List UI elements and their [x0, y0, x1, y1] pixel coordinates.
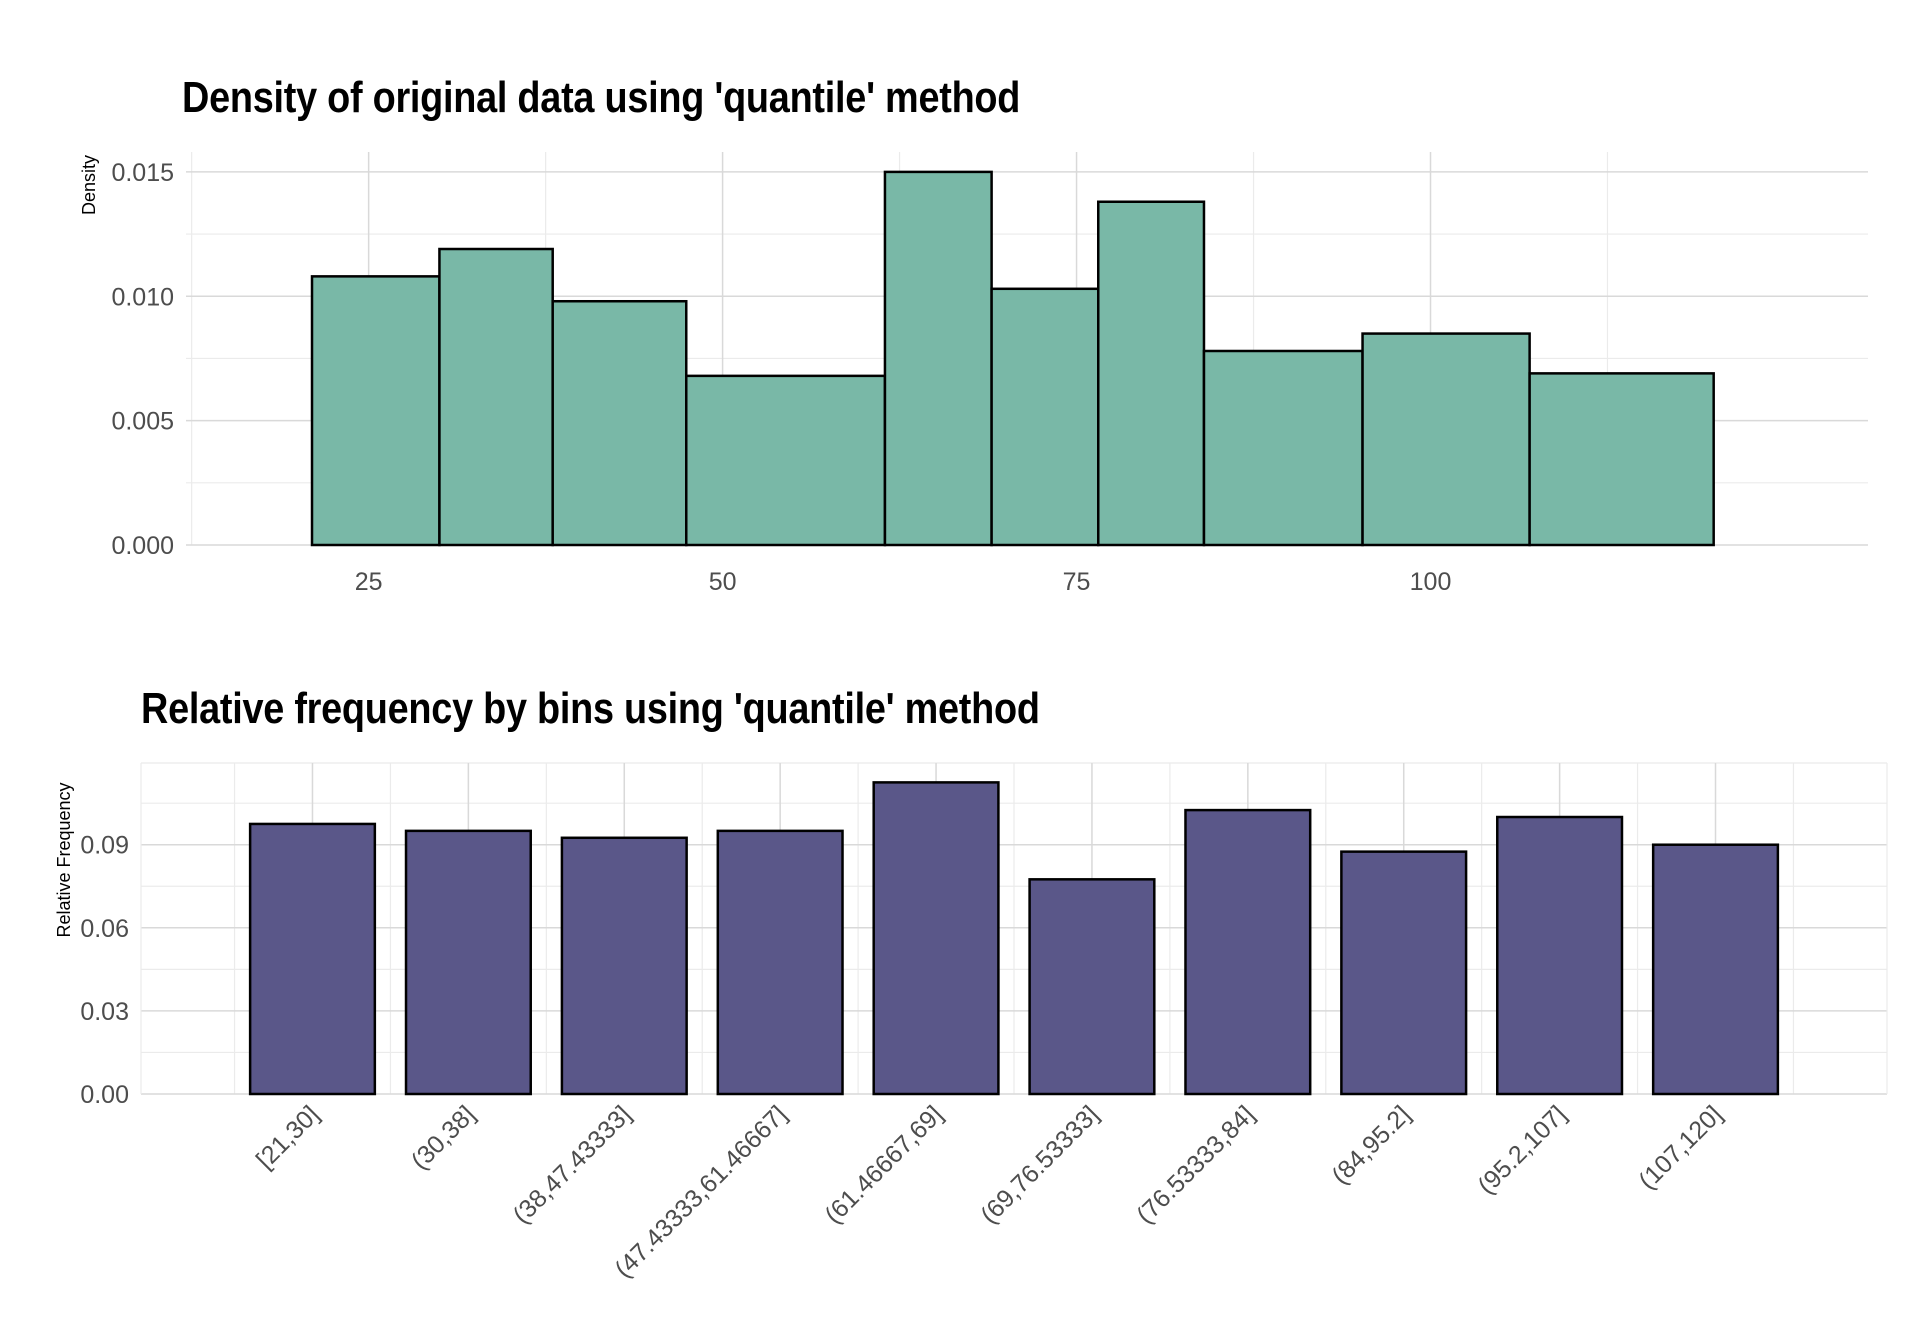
- histogram-bar: [1528, 372, 1715, 547]
- histogram-y-tick-label: 0.015: [111, 159, 174, 187]
- bar-chart-bar: [1496, 815, 1624, 1096]
- bar-chart-x-tick-label: (47.43333,61.46667]: [609, 1100, 792, 1283]
- bar-chart-bar: [1651, 843, 1780, 1096]
- histogram-bar: [310, 275, 441, 547]
- bar-chart-x-tick-label: (30,38]: [406, 1100, 481, 1175]
- bar-chart-y-tick-label: 0.03: [80, 998, 129, 1026]
- histogram-bar: [990, 287, 1100, 547]
- histogram-bar: [1202, 349, 1364, 547]
- bar-chart-bar: [404, 829, 532, 1096]
- bar-chart-title: Relative frequency by bins using 'quanti…: [141, 684, 1040, 733]
- histogram-x-tick-labels: 25 50 75 100: [355, 568, 1452, 596]
- histogram-bar: [551, 299, 688, 547]
- bar-chart-bar: [1340, 850, 1468, 1096]
- bar-chart-bar: [1028, 878, 1156, 1096]
- bar-chart-bar: [248, 822, 377, 1096]
- histogram-bar: [1361, 332, 1531, 547]
- histogram-x-tick-label: 100: [1410, 568, 1452, 596]
- histogram-y-tick-label: 0.005: [111, 408, 174, 436]
- histogram-y-tick-label: 0.000: [111, 532, 174, 560]
- bar-chart-x-tick-labels: [21,30] (30,38] (38,47.43333](47.43333,61.…: [251, 1100, 1728, 1283]
- bar-chart-y-tick-label: 0.09: [80, 832, 129, 860]
- bar-chart-y-tick-label: 0.00: [80, 1081, 129, 1109]
- bar-chart-bar: [1184, 808, 1312, 1096]
- histogram-y-tick-labels: 0.000 0.005 0.010 0.015: [111, 159, 174, 560]
- histogram-y-axis-label: Density: [79, 155, 99, 215]
- bar-chart-x-tick-label: (69,76.53333]: [975, 1100, 1104, 1229]
- bar-chart-x-tick-label: (84,95.2]: [1326, 1100, 1416, 1190]
- histogram-x-tick-label: 25: [355, 568, 383, 596]
- bar-chart-y-tick-labels: 0.00 0.03 0.06 0.09: [80, 832, 129, 1109]
- bar-chart-gridlines: [140, 762, 1888, 1095]
- histogram-title: Density of original data using 'quantile…: [182, 73, 1021, 122]
- bar-chart-x-tick-label: (76.53333,84]: [1131, 1100, 1260, 1229]
- histogram-bars: [310, 170, 1715, 547]
- bar-chart-bar: [560, 836, 688, 1096]
- histogram-y-tick-label: 0.010: [111, 283, 174, 311]
- bar-chart-x-tick-label: (38,47.43333]: [508, 1100, 637, 1229]
- bar-chart-bar: [872, 781, 1000, 1096]
- bar-chart-bar: [716, 829, 844, 1096]
- bar-chart-y-tick-label: 0.06: [80, 915, 129, 943]
- histogram-bar: [1097, 200, 1206, 547]
- bar-chart-x-tick-label: [21,30]: [251, 1100, 325, 1174]
- bar-chart-bars: [248, 781, 1780, 1096]
- bar-chart-y-axis-label: Relative Frequency: [54, 782, 74, 937]
- histogram-bar: [883, 170, 993, 547]
- bar-chart-x-tick-label: (61.46667,69]: [819, 1100, 948, 1229]
- histogram-x-tick-label: 75: [1063, 568, 1091, 596]
- histogram-x-tick-label: 50: [709, 568, 737, 596]
- histogram-bar: [685, 374, 887, 547]
- histogram-bar: [438, 247, 554, 547]
- bar-chart-x-tick-label: (95.2,107]: [1472, 1100, 1571, 1199]
- bar-chart-x-tick-label: (107,120]: [1633, 1100, 1727, 1194]
